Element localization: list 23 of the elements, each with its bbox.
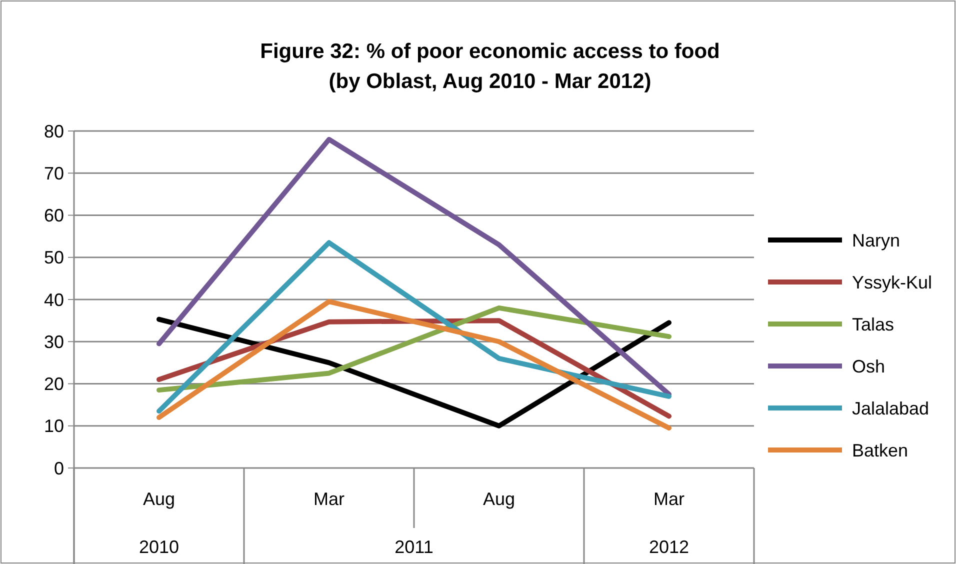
x-tick-label: Mar xyxy=(314,489,345,509)
text: 2010 xyxy=(138,537,180,557)
legend-label: Yssyk-Kul xyxy=(852,272,932,292)
x-tick-label: Aug xyxy=(482,489,516,509)
x-tick-label: Aug xyxy=(142,489,176,509)
y-tick-label: 70 xyxy=(44,163,64,184)
legend-label: Osh xyxy=(852,356,886,376)
y-tick-label: 30 xyxy=(44,332,64,352)
y-tick-label: 40 xyxy=(44,290,64,310)
y-tick-label: 20 xyxy=(44,374,64,394)
y-tick-label: 0 xyxy=(54,458,64,478)
text: 2012 xyxy=(648,537,690,557)
legend-label: Jalalabad xyxy=(852,398,930,418)
legend-label: Batken xyxy=(852,440,908,460)
y-tick-label: 80 xyxy=(44,121,64,142)
y-tick-label: 60 xyxy=(44,206,64,226)
y-tick-label: 10 xyxy=(44,416,64,436)
chart-title: Figure 32: % of poor economic access to food (by Oblast, Aug 2010 - Mar 2012) xyxy=(260,40,720,93)
y-tick-label: 50 xyxy=(44,248,64,268)
legend-label: Naryn xyxy=(852,230,900,250)
legend-label: Talas xyxy=(852,314,894,334)
text: 2011 xyxy=(394,537,434,557)
x-tick-label: Mar xyxy=(654,489,685,509)
